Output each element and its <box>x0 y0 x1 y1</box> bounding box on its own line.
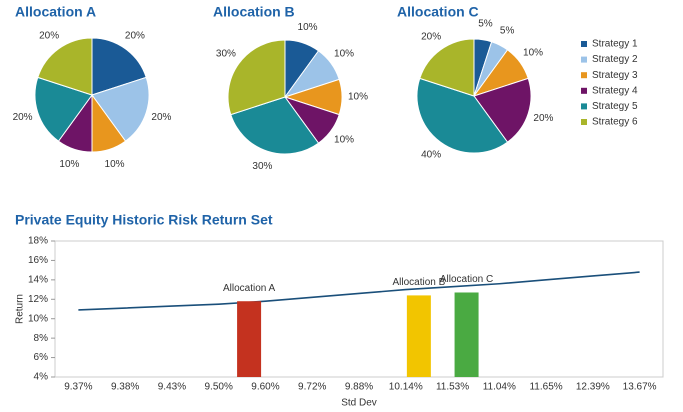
y-tick-label: 14% <box>28 274 48 285</box>
y-tick-label: 10% <box>28 313 48 324</box>
y-tick-label: 16% <box>28 255 48 266</box>
data-label: 10% <box>334 135 354 146</box>
data-label: 20% <box>533 113 553 124</box>
data-label: 10% <box>334 49 354 60</box>
legend-label: Strategy 3 <box>592 70 638 81</box>
pie-title: Allocation A <box>15 4 96 20</box>
x-tick-label: 9.43% <box>158 382 186 393</box>
data-label: 5% <box>478 19 493 30</box>
x-tick-label: 10.14% <box>389 382 423 393</box>
data-label: 30% <box>252 161 272 172</box>
legend-label: Strategy 2 <box>592 54 638 65</box>
legend-swatch <box>581 41 587 47</box>
data-label: 5% <box>500 26 515 37</box>
bar <box>454 292 479 377</box>
pie-slice <box>419 38 475 97</box>
bar <box>406 295 431 377</box>
legend-label: Strategy 5 <box>592 101 638 112</box>
pie-slice <box>230 96 320 155</box>
pie-title: Allocation C <box>397 4 479 20</box>
legend-swatch <box>581 72 587 79</box>
data-label: 20% <box>151 112 171 123</box>
y-tick-label: 6% <box>34 352 49 363</box>
line <box>78 271 640 311</box>
chart-title: Private Equity Historic Risk Return Set <box>15 212 273 228</box>
legend-label: Strategy 1 <box>592 39 638 50</box>
data-label: 30% <box>216 49 236 60</box>
y-axis-label: Return <box>15 294 26 324</box>
legend-swatch <box>581 87 587 94</box>
pie-slice <box>227 39 286 116</box>
pie-slice <box>91 76 150 142</box>
pie-title: Allocation B <box>213 4 295 20</box>
x-tick-label: 9.50% <box>205 382 233 393</box>
x-tick-label: 9.72% <box>298 382 326 393</box>
pie-slice <box>473 77 532 143</box>
data-label: 10% <box>105 159 125 170</box>
bar-label: Allocation B <box>392 277 445 288</box>
x-tick-label: 12.39% <box>576 382 610 393</box>
y-tick-label: 4% <box>34 372 49 383</box>
x-axis-label: Std Dev <box>341 398 377 409</box>
pie-slice <box>416 77 509 154</box>
x-tick-label: 11.65% <box>529 382 562 393</box>
data-label: 10% <box>523 48 543 59</box>
pie-slice <box>37 37 93 96</box>
bar <box>237 301 262 377</box>
x-tick-label: 11.53% <box>436 382 469 393</box>
data-label: 10% <box>348 92 368 103</box>
data-label: 20% <box>39 31 59 42</box>
x-tick-label: 13.67% <box>623 382 657 393</box>
bar-label: Allocation C <box>440 274 493 285</box>
plot-frame <box>54 240 664 378</box>
y-tick-label: 8% <box>34 333 49 344</box>
bar-label: Allocation A <box>223 283 276 294</box>
legend-swatch <box>581 103 587 110</box>
pie-slice <box>91 37 147 96</box>
y-tick-label: 12% <box>28 294 48 305</box>
pie-slice <box>34 76 93 142</box>
data-label: 20% <box>13 112 33 123</box>
x-tick-label: 9.60% <box>251 382 279 393</box>
data-label: 40% <box>421 150 441 161</box>
x-tick-label: 11.04% <box>483 382 516 393</box>
data-label: 10% <box>298 22 318 33</box>
x-tick-label: 9.37% <box>64 382 92 393</box>
legend-swatch <box>581 119 587 125</box>
legend-label: Strategy 4 <box>592 85 638 96</box>
x-tick-label: 9.38% <box>111 382 139 393</box>
legend-swatch <box>581 56 587 63</box>
data-label: 10% <box>59 159 79 170</box>
y-tick-label: 18% <box>28 236 48 247</box>
x-tick-label: 9.88% <box>345 382 373 393</box>
data-label: 20% <box>421 32 441 43</box>
data-label: 20% <box>125 31 145 42</box>
legend-label: Strategy 6 <box>592 117 638 128</box>
